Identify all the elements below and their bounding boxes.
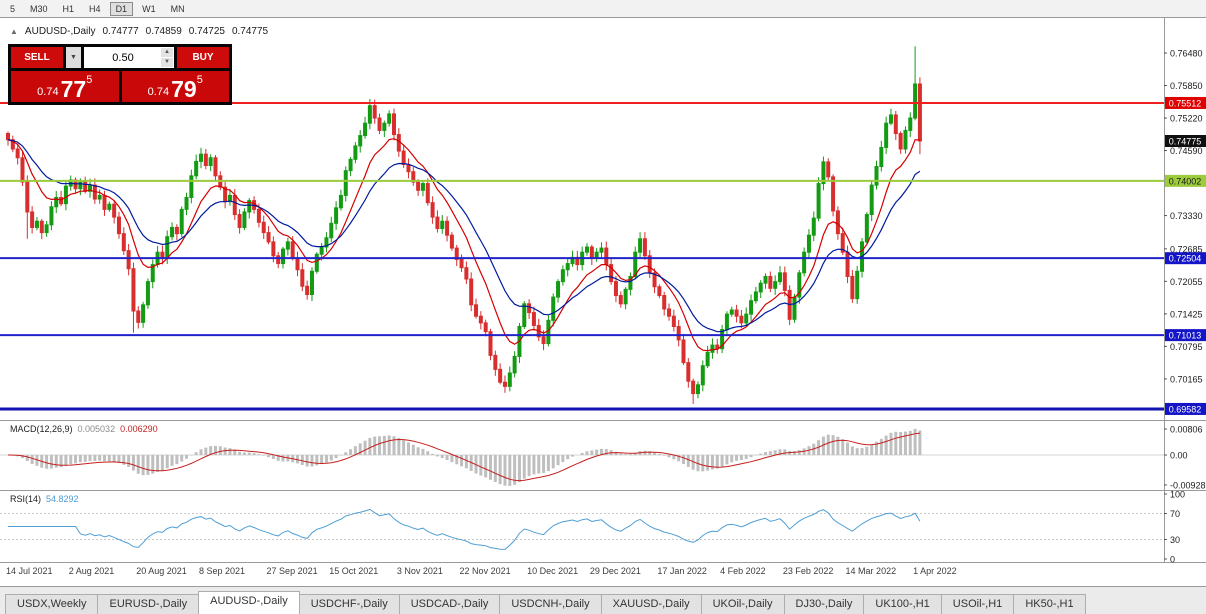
svg-text:3 Nov 2021: 3 Nov 2021 xyxy=(397,566,443,576)
svg-text:29 Dec 2021: 29 Dec 2021 xyxy=(590,566,641,576)
timeframe-button-M30[interactable]: M30 xyxy=(30,3,48,14)
svg-text:14 Jul 2021: 14 Jul 2021 xyxy=(6,566,53,576)
buy-price-display[interactable]: 0.74 79 5 xyxy=(121,71,229,103)
rsi-indicator-label: RSI(14) 54.8292 xyxy=(10,494,79,504)
ohlc-high: 0.74859 xyxy=(145,26,182,37)
bottom-tab-bar: USDX,Weekly EURUSD-,Daily AUDUSD-,Daily USD… xyxy=(0,586,1206,614)
svg-text:0.70795: 0.70795 xyxy=(1170,342,1203,352)
svg-text:100: 100 xyxy=(1170,490,1185,500)
chart-tab-dj30-daily[interactable]: DJ30-,Daily xyxy=(783,594,865,614)
svg-text:0.75512: 0.75512 xyxy=(1169,98,1202,108)
svg-text:0.00: 0.00 xyxy=(1170,451,1188,461)
volume-dropdown-arrow-icon[interactable]: ▼ xyxy=(66,47,81,68)
buy-price-big: 79 xyxy=(171,76,197,103)
buy-price-small: 0.74 xyxy=(147,86,170,98)
svg-text:23 Feb 2022: 23 Feb 2022 xyxy=(783,566,834,576)
svg-text:17 Jan 2022: 17 Jan 2022 xyxy=(657,566,707,576)
svg-text:8 Sep 2021: 8 Sep 2021 xyxy=(199,566,245,576)
horizontal-level-lines[interactable]: 0.75512 0.74002 0.72504 0.71013 0.69582 0.747… xyxy=(0,96,1206,415)
macd-signal-line xyxy=(7,432,920,482)
macd-panel: 0.00806 0.00 -0.00928 xyxy=(0,425,1206,490)
ohlc-close: 0.74775 xyxy=(231,26,269,37)
sell-price-small: 0.74 xyxy=(37,86,59,98)
svg-text:14 Mar 2022: 14 Mar 2022 xyxy=(846,566,897,576)
svg-text:0.72504: 0.72504 xyxy=(1169,254,1202,264)
svg-text:4 Feb 2022: 4 Feb 2022 xyxy=(720,566,766,576)
symbol-chart-icon: ▲ xyxy=(10,27,18,36)
svg-text:10 Dec 2021: 10 Dec 2021 xyxy=(527,566,578,576)
svg-text:0.74002: 0.74002 xyxy=(1169,176,1202,186)
buy-price-sup: 5 xyxy=(196,74,203,86)
chart-tab-usdchf-daily[interactable]: USDCHF-,Daily xyxy=(298,594,400,614)
svg-text:0.73330: 0.73330 xyxy=(1170,211,1203,221)
ohlc-open: 0.74777 xyxy=(102,26,139,37)
timeframe-toolbar: 5 M30 H1 H4 D1 W1 MN xyxy=(0,0,1206,18)
chart-tab-xauusd-daily[interactable]: XAUUSD-,Daily xyxy=(600,594,702,614)
svg-text:27 Sep 2021: 27 Sep 2021 xyxy=(267,566,318,576)
svg-text:0.74590: 0.74590 xyxy=(1170,146,1203,156)
chart-tab-usdcnh-daily[interactable]: USDCNH-,Daily xyxy=(499,594,602,614)
sell-price-big: 77 xyxy=(60,76,87,103)
ohlc-low: 0.74725 xyxy=(188,26,225,37)
chart-header: ▲ AUDUSD-,Daily 0.74777 0.74859 0.74725 … xyxy=(10,26,268,37)
chart-tab-eurusd-daily[interactable]: EURUSD-,Daily xyxy=(97,594,200,614)
timeframe-button-H4[interactable]: H4 xyxy=(89,3,101,14)
svg-text:0.72685: 0.72685 xyxy=(1170,244,1203,254)
svg-text:0.75220: 0.75220 xyxy=(1170,114,1203,124)
chart-tab-usoil-h1[interactable]: USOil-,H1 xyxy=(940,594,1015,614)
svg-text:0.72055: 0.72055 xyxy=(1170,277,1203,287)
volume-input[interactable] xyxy=(84,47,174,68)
svg-text:0.71425: 0.71425 xyxy=(1170,309,1203,319)
rsi-line xyxy=(8,508,921,550)
volume-down-icon[interactable]: ▼ xyxy=(161,58,173,67)
symbol-title: AUDUSD-,Daily xyxy=(24,26,96,37)
chart-tab-usdx-weekly[interactable]: USDX,Weekly xyxy=(5,594,99,614)
sell-price-display[interactable]: 0.74 77 5 xyxy=(11,71,119,102)
timeframe-button-5[interactable]: 5 xyxy=(10,3,16,14)
chart-tab-uk100-h1[interactable]: UK100-,H1 xyxy=(863,594,942,614)
svg-text:0.75850: 0.75850 xyxy=(1170,81,1203,91)
timeframe-button-W1[interactable]: W1 xyxy=(142,3,156,14)
candlestick-series xyxy=(6,46,922,404)
svg-text:30: 30 xyxy=(1170,535,1180,545)
chart-tab-ukoil-daily[interactable]: UKOil-,Daily xyxy=(700,594,785,614)
timeframe-button-D1[interactable]: D1 xyxy=(109,1,134,16)
svg-text:70: 70 xyxy=(1170,509,1180,519)
chart-tab-audusd-daily[interactable]: AUDUSD-,Daily xyxy=(198,591,300,614)
timeframe-button-H1[interactable]: H1 xyxy=(62,3,75,14)
macd-indicator-label: MACD(12,26,9) 0.005032 0.006290 xyxy=(10,424,158,434)
svg-text:2 Aug 2021: 2 Aug 2021 xyxy=(69,566,115,576)
svg-text:0.76480: 0.76480 xyxy=(1170,49,1203,59)
chart-tab-hk50-h1[interactable]: HK50-,H1 xyxy=(1013,594,1086,614)
timeframe-button-MN[interactable]: MN xyxy=(170,3,185,14)
one-click-trade-panel: SELL ▼ ▲ ▼ BUY 0.74 77 5 0.74 79 5 xyxy=(8,44,232,105)
svg-text:-0.00928: -0.00928 xyxy=(1170,480,1206,490)
svg-text:0.71013: 0.71013 xyxy=(1169,331,1202,341)
rsi-panel: 100 70 30 0 xyxy=(0,490,1185,565)
sell-price-sup: 5 xyxy=(86,74,93,86)
svg-text:1 Apr 2022: 1 Apr 2022 xyxy=(913,566,957,576)
svg-text:22 Nov 2021: 22 Nov 2021 xyxy=(460,566,511,576)
svg-text:0: 0 xyxy=(1170,555,1175,565)
ma-fast-line xyxy=(7,138,920,352)
svg-text:0.74775: 0.74775 xyxy=(1169,137,1202,147)
buy-button[interactable]: BUY xyxy=(177,47,229,68)
svg-text:0.70165: 0.70165 xyxy=(1170,374,1203,384)
svg-text:20 Aug 2021: 20 Aug 2021 xyxy=(136,566,187,576)
volume-up-icon[interactable]: ▲ xyxy=(161,48,173,57)
svg-text:0.69582: 0.69582 xyxy=(1169,404,1202,414)
chart-tab-usdcad-daily[interactable]: USDCAD-,Daily xyxy=(398,594,501,614)
volume-stepper: ▲ ▼ xyxy=(161,48,173,67)
svg-text:15 Oct 2021: 15 Oct 2021 xyxy=(329,566,378,576)
sell-button[interactable]: SELL xyxy=(11,47,63,68)
svg-text:0.00806: 0.00806 xyxy=(1170,425,1203,435)
ma-slow-line xyxy=(7,139,921,333)
date-axis: 14 Jul 2021 2 Aug 2021 20 Aug 2021 8 Sep 20… xyxy=(6,566,957,576)
